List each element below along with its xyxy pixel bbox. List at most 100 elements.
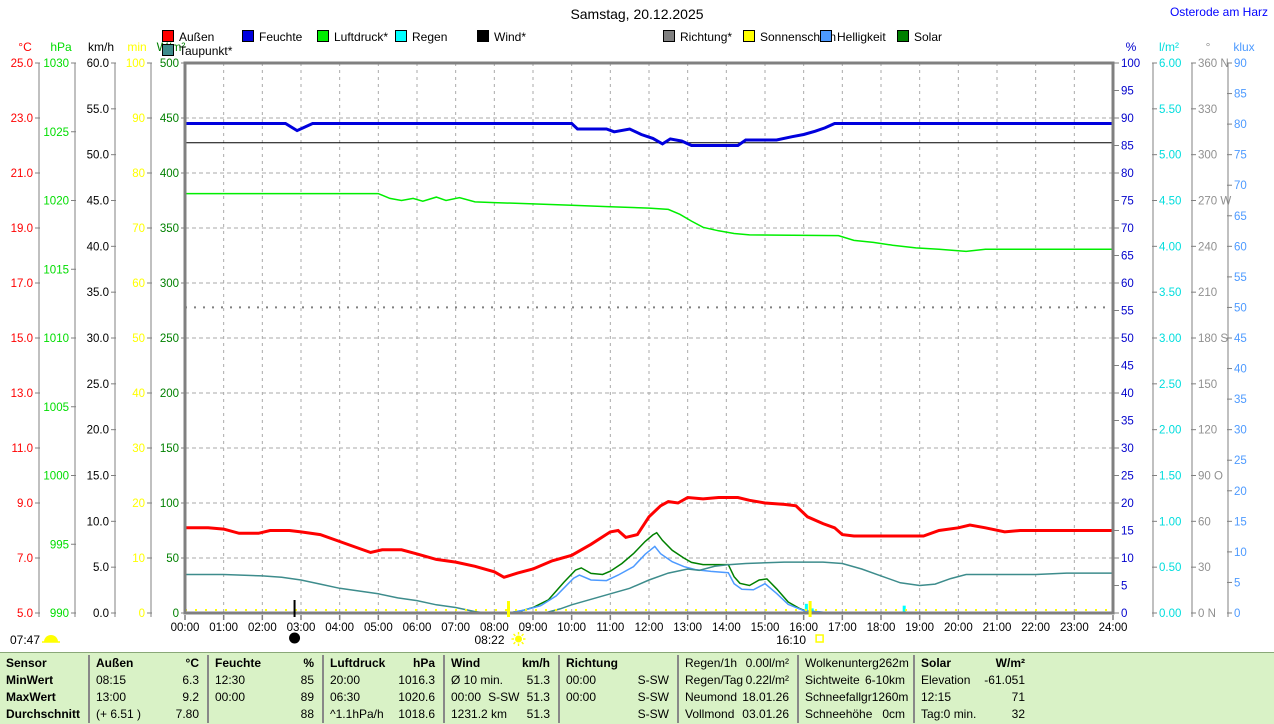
legend-swatch: [162, 30, 174, 42]
axis-unit-temp: °C: [18, 40, 32, 54]
table-cell-text: °C: [185, 656, 199, 670]
legend-item-taupunkt: Taupunkt*: [162, 44, 232, 58]
axis-tick-label: 60.0: [87, 58, 109, 70]
legend-label: Helligkeit: [837, 30, 886, 44]
x-tick-label: 00:00: [171, 622, 200, 634]
moon-icon: [289, 632, 301, 644]
axis-tick-label: 300: [160, 278, 179, 290]
page-title: Samstag, 20.12.2025: [570, 6, 704, 22]
legend-item-wind: Wind*: [477, 30, 526, 44]
table-cell-text: 1018.6: [398, 707, 435, 721]
x-tick-label: 11:00: [596, 622, 624, 634]
table-cell-text: 51.3: [526, 707, 550, 721]
table-cell-text: Richtung: [566, 656, 618, 670]
axis-tick-label: 0: [1234, 608, 1240, 620]
axis-tick-label: 15.0: [87, 471, 109, 483]
sunset-square-icon: [815, 634, 824, 643]
legend-label: Richtung*: [680, 30, 733, 44]
x-tick-label: 08:00: [480, 622, 509, 634]
x-tick-label: 14:00: [712, 622, 741, 634]
legend-item-außen: Außen: [162, 30, 215, 44]
axis-tick-label: 120: [1198, 425, 1217, 437]
x-tick-label: 09:00: [519, 622, 548, 634]
sun-ray: [521, 633, 524, 637]
series-helligkeit: [508, 545, 831, 614]
x-tick-label: 17:00: [828, 622, 857, 634]
series-feuchte: [185, 122, 1113, 147]
axis-tick-label: 450: [160, 113, 179, 125]
axis-unit-klux: klux: [1233, 40, 1254, 54]
axis-tick-label: 5.0: [93, 562, 109, 574]
legend-label: Luftdruck*: [334, 30, 389, 44]
axis-unit-lm2: l/m²: [1159, 40, 1179, 54]
axis-tick-label: 40.0: [87, 241, 109, 253]
table-cell-text: 00:00: [451, 690, 482, 704]
axis-tick-label: 330: [1198, 104, 1217, 116]
x-tick-label: 10:00: [557, 622, 586, 634]
table-row-label: MaxWert: [0, 689, 88, 706]
axis-tick-label: 45: [1121, 361, 1134, 373]
axis-tick-label: 6.00: [1159, 58, 1181, 70]
axis-tick-label: 70: [1234, 180, 1247, 192]
table-cell-text: 32: [1011, 707, 1025, 721]
table-cell-text: S-SW: [637, 690, 669, 704]
axis-tick-label: 60: [132, 278, 145, 290]
table-cell-text: 00:00: [566, 690, 597, 704]
table-cell-text: 03.01.26: [742, 707, 789, 721]
table-cell-text: Feuchte: [215, 656, 262, 670]
table-header-row: Richtung: [560, 655, 679, 672]
table-cell-text: Regen/1h: [685, 656, 738, 670]
axis-tick-label: 10: [1121, 553, 1134, 565]
table-cell-text: 1260m: [871, 690, 909, 704]
axis-tick-label: 40: [1234, 364, 1247, 376]
axis-unit-hpa: hPa: [50, 40, 72, 54]
axis-tick-label: 10: [1234, 547, 1247, 559]
chart-legend: Außen Feuchte Luftdruck* Regen Wind* Richtung…: [0, 0, 1274, 60]
x-tick-label: 06:00: [403, 622, 432, 634]
table-row: Vollmond 03.01.26: [679, 706, 799, 723]
table-row: ^1.1hPa/h 1018.6: [324, 706, 445, 723]
table-cell-text: Tag:0 min.: [921, 707, 977, 721]
axis-tick-label: 1010: [43, 333, 69, 345]
table-cell-text: Elevation: [921, 673, 971, 687]
series-aussen: [185, 495, 1113, 579]
axis-tick-label: 200: [160, 388, 179, 400]
legend-swatch: [317, 30, 329, 42]
table-cell-text: 7.80: [175, 707, 199, 721]
table-cell-text: 0cm: [882, 707, 905, 721]
table-cell-text: 1020.6: [398, 690, 435, 704]
legend-swatch: [663, 30, 675, 42]
axis-tick-label: 5.00: [1159, 150, 1181, 162]
x-tick-label: 02:00: [248, 622, 277, 634]
axis-tick-label: 0.00: [1159, 608, 1181, 620]
sun-ray: [513, 641, 516, 645]
table-row-label: MinWert: [0, 672, 88, 689]
axis-tick-label: 360 N: [1198, 58, 1229, 70]
legend-label: Regen: [412, 30, 448, 44]
x-tick-label: 18:00: [867, 622, 896, 634]
rain-bar: [804, 603, 808, 613]
sunrise-time-label: 08:22: [474, 633, 504, 647]
axis-tick-label: 9.0: [17, 498, 33, 510]
table-cell-text: %: [303, 656, 314, 670]
axis-tick-label: 210: [1198, 287, 1217, 299]
axis-tick-label: 65: [1234, 211, 1247, 223]
axis-tick-label: 240: [1198, 241, 1217, 253]
axis-tick-label: 45: [1234, 333, 1247, 345]
x-tick-label: 23:00: [1060, 622, 1089, 634]
axis-tick-label: 270 W: [1198, 196, 1231, 208]
axis-tick-label: 55: [1234, 272, 1247, 284]
axis-tick-label: 40: [1121, 388, 1134, 400]
axis-tick-label: 30: [1121, 443, 1134, 455]
table-cell-text: Durchschnitt: [6, 707, 81, 721]
sun-icon: [515, 635, 523, 643]
axis-tick-label: 995: [50, 539, 69, 551]
table-cell-text: S-SW: [637, 673, 669, 687]
axis-tick-label: 4.50: [1159, 196, 1181, 208]
axis-tick-label: 0 N: [1198, 608, 1216, 620]
axis-tick-label: 80: [132, 168, 145, 180]
table-cell-text: 85: [300, 673, 314, 687]
table-header-row: Feuchte%: [209, 655, 324, 672]
weather-chart: °C 25.0 23.0 21.0 19.0 17.0 15.0 13.0 11.0 9.0 7.0…: [10, 40, 1255, 647]
legend-label: Außen: [179, 30, 215, 44]
